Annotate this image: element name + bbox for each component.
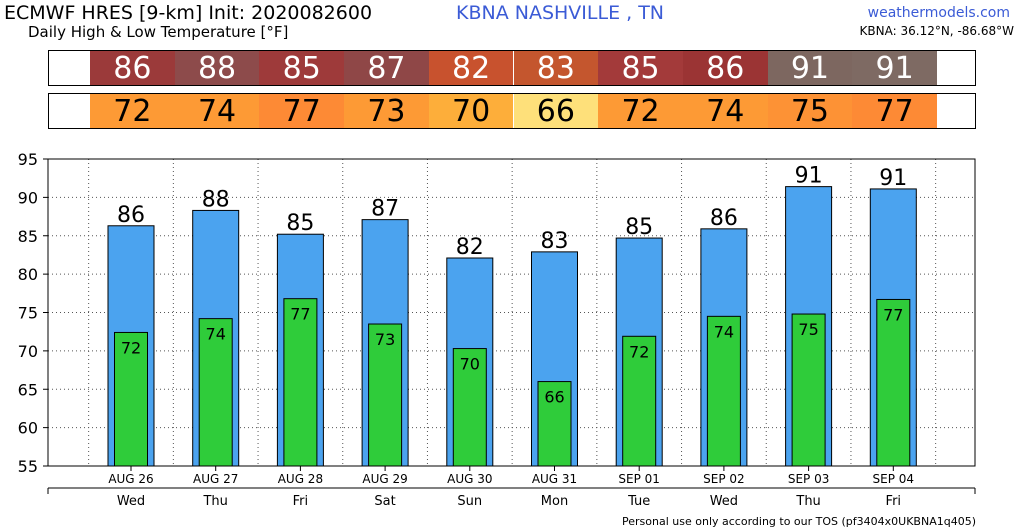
x-day-label: Sun (457, 494, 482, 509)
low-temp-bar (283, 298, 318, 467)
y-tick-label: 85 (18, 227, 38, 246)
footer-notice: Personal use only according to our TOS (… (622, 515, 976, 528)
station-coordinates: KBNA: 36.12°N, -86.68°W (859, 24, 1014, 38)
x-day-label: Fri (293, 494, 309, 509)
x-tick-label: SEP 01 (618, 472, 660, 486)
low-strip-cell: 74 (174, 94, 260, 129)
high-strip-cell: 88 (174, 51, 260, 86)
y-tick-label: 60 (18, 419, 38, 438)
x-day-label: Fri (886, 494, 902, 509)
low-strip-cell: 77 (852, 94, 937, 129)
x-day-label: Tue (627, 494, 650, 509)
high-temp-label: 88 (202, 187, 230, 212)
high-temp-label: 91 (879, 166, 907, 191)
low-temp-bar (876, 298, 911, 467)
high-strip-cell: 85 (259, 51, 345, 86)
plot-frame (47, 158, 976, 467)
x-tick-label: SEP 02 (703, 472, 745, 486)
low-temp-label: 74 (206, 325, 226, 344)
station-name: KBNA NASHVILLE , TN (456, 2, 665, 24)
y-tick-label: 65 (18, 380, 38, 399)
y-tick-label: 90 (18, 188, 38, 207)
low-temp-label: 73 (375, 330, 395, 349)
high-strip-cell: 85 (598, 51, 683, 86)
high-temp-label: 85 (286, 211, 314, 236)
low-temp-label: 72 (121, 338, 141, 357)
high-strip-cell: 91 (767, 51, 853, 86)
high-temp-label: 85 (625, 215, 653, 240)
low-strip-cell: 73 (344, 94, 429, 129)
high-strip-cell: 82 (428, 51, 514, 86)
high-strip-cell: 86 (682, 51, 768, 86)
low-temp-label: 77 (290, 305, 310, 324)
x-day-label: Mon (541, 494, 568, 509)
low-temp-label: 74 (714, 322, 734, 341)
chart-subtitle: Daily High & Low Temperature [°F] (28, 23, 289, 41)
high-temp-label: 86 (710, 206, 738, 231)
x-tick-label: AUG 26 (108, 472, 153, 486)
x-tick-label: AUG 31 (532, 472, 577, 486)
y-tick-label: 55 (18, 457, 38, 476)
low-strip-cell: 72 (90, 94, 175, 129)
high-strip-cell: 91 (852, 51, 937, 86)
high-strip-cell: 87 (344, 51, 429, 86)
y-tick-label: 70 (18, 342, 38, 361)
x-tick-label: SEP 04 (873, 472, 915, 486)
x-tick-label: SEP 03 (788, 472, 830, 486)
x-day-label: Wed (710, 494, 738, 509)
low-strip-cell: 70 (428, 94, 514, 129)
x-day-label: Thu (202, 494, 227, 509)
y-tick-label: 95 (18, 150, 38, 169)
low-strip-cell: 72 (598, 94, 683, 129)
high-temp-label: 82 (456, 235, 484, 260)
low-temp-label: 75 (798, 320, 818, 339)
x-tick-label: AUG 30 (447, 472, 492, 486)
high-strip-cell: 86 (90, 51, 175, 86)
x-tick-label: AUG 27 (193, 472, 238, 486)
x-tick-label: AUG 29 (362, 472, 407, 486)
x-day-label: Thu (795, 494, 820, 509)
x-tick-label: AUG 28 (278, 472, 323, 486)
low-temp-bar (452, 348, 487, 467)
low-temp-label: 70 (460, 355, 480, 374)
x-day-label: Wed (117, 494, 145, 509)
high-temperature-strip: 86 88 85 87 82 83 85 86 91 91 (48, 50, 976, 86)
low-temp-bar (537, 381, 572, 467)
low-strip-cell: 66 (513, 94, 599, 129)
low-temp-label: 77 (883, 305, 903, 324)
y-tick-label: 75 (18, 304, 38, 323)
high-temp-label: 91 (795, 164, 823, 189)
low-temp-bar (706, 315, 741, 467)
high-temp-label: 87 (371, 197, 399, 222)
high-strip-cell: 83 (513, 51, 599, 86)
low-temp-label: 72 (629, 342, 649, 361)
x-day-label: Sat (374, 494, 395, 509)
low-strip-cell: 74 (682, 94, 768, 129)
low-temperature-strip: 72 74 77 73 70 66 72 74 75 77 (48, 93, 976, 129)
site-link[interactable]: weathermodels.com (867, 5, 1010, 21)
chart-title: ECMWF HRES [9-km] Init: 2020082600 (4, 2, 373, 24)
low-temp-bar (368, 323, 403, 467)
y-tick-label: 80 (18, 265, 38, 284)
high-temp-label: 83 (541, 229, 569, 254)
low-strip-cell: 75 (767, 94, 853, 129)
high-temp-label: 86 (117, 203, 145, 228)
low-temp-bar (198, 318, 233, 467)
low-temp-bar (791, 313, 826, 467)
low-strip-cell: 77 (259, 94, 345, 129)
low-temp-label: 66 (544, 388, 564, 407)
